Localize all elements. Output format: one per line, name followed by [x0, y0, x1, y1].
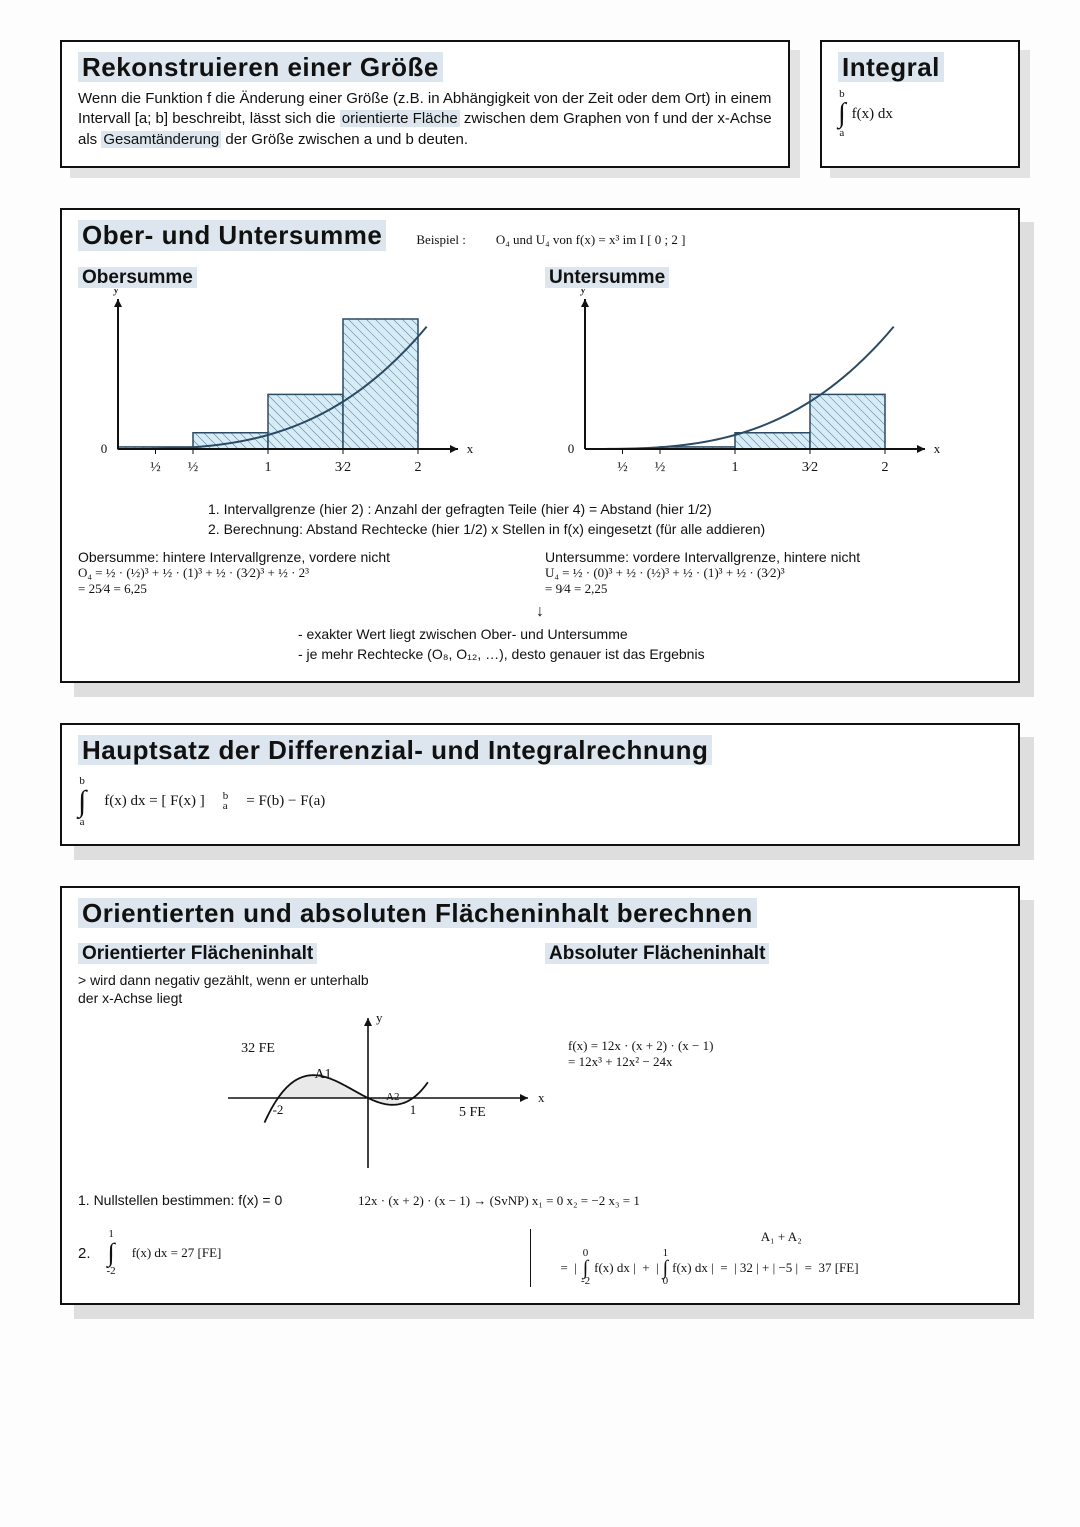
note-1: - exakter Wert liegt zwischen Ober- und … — [298, 625, 1002, 645]
arrow-down-icon: ↓ — [78, 603, 1002, 621]
note-2: - je mehr Rechtecke (O₈, O₁₂, …), desto … — [298, 645, 1002, 665]
svg-text:½: ½ — [655, 460, 666, 475]
svg-text:A1: A1 — [314, 1067, 331, 1082]
card-rekonstruieren: Rekonstruieren einer Größe Wenn die Funk… — [60, 40, 790, 168]
step-1: 1. Intervallgrenze (hier 2) : Anzahl der… — [208, 499, 1002, 519]
eq-ober-1: O₄ = ½ · (½)³ + ½ · (1)³ + ½ · (3⁄2)³ + … — [78, 565, 535, 581]
fx-line2: = 12x³ + 12x² − 24x — [568, 1054, 1002, 1070]
title-obersumme: Ober- und Untersumme — [78, 220, 386, 251]
svg-text:y: y — [113, 289, 120, 296]
card-ober-untersumme: Ober- und Untersumme Beispiel : O₄ und U… — [60, 208, 1020, 683]
svg-text:x: x — [467, 441, 474, 456]
hauptsatz-rhs: = F(b) − F(a) — [246, 793, 325, 810]
svg-text:x: x — [538, 1090, 545, 1105]
step1-label: 1. Nullstellen bestimmen: f(x) = 0 — [78, 1192, 328, 1208]
integral-sign-icon: ∫ — [108, 1240, 115, 1266]
title-integral: Integral — [838, 52, 944, 82]
label-ober: Obersumme: hintere Intervallgrenze, vord… — [78, 549, 535, 565]
title-hauptsatz: Hauptsatz der Differenzial- und Integral… — [78, 735, 712, 765]
step2-right-top: A₁ + A₂ — [561, 1229, 1003, 1245]
card-hauptsatz: Hauptsatz der Differenzial- und Integral… — [60, 723, 1020, 846]
svg-text:3⁄2: 3⁄2 — [335, 460, 351, 475]
subtitle-obersumme: Obersumme — [78, 267, 197, 288]
subtitle-absolut: Absoluter Flächeninhalt — [545, 943, 769, 964]
svg-text:y: y — [376, 1010, 383, 1025]
integral-sign-icon: ∫ — [78, 787, 86, 817]
svg-text:32 FE: 32 FE — [241, 1041, 275, 1056]
label-beispiel: Beispiel : — [416, 232, 465, 248]
svg-text:x: x — [934, 441, 941, 456]
card-integral: Integral b ∫ a f(x) dx — [820, 40, 1020, 168]
svg-text:½: ½ — [150, 460, 161, 475]
step1-eq: 12x · (x + 2) · (x − 1) → (SvNP) x₁ = 0 … — [358, 1193, 640, 1209]
hauptsatz-lhs: f(x) dx = [ F(x) ] — [104, 793, 205, 810]
eq-ober-2: = 25⁄4 = 6,25 — [78, 581, 535, 597]
chart-untersumme: 0 x y ½ ½ 1 3⁄2 2 — [545, 289, 965, 489]
svg-text:½: ½ — [617, 460, 628, 475]
int-expr: f(x) dx — [852, 106, 893, 123]
svg-text:A2: A2 — [386, 1091, 399, 1103]
step2-num: 2. — [78, 1245, 91, 1262]
svg-text:y: y — [580, 289, 587, 296]
svg-text:½: ½ — [188, 460, 199, 475]
fx-line1: f(x) = 12x · (x + 2) · (x − 1) — [568, 1038, 1002, 1054]
card-flaecheninhalt: Orientierten und absoluten Flächeninhalt… — [60, 886, 1020, 1306]
text-beispiel: O₄ und U₄ von f(x) = x³ im I [ 0 ; 2 ] — [496, 232, 686, 248]
svg-text:2: 2 — [882, 460, 889, 475]
svg-text:5 FE: 5 FE — [459, 1105, 486, 1120]
chart-obersumme: 0 x y ½ ½ 1 3⁄2 2 — [78, 289, 498, 489]
svg-text:-2: -2 — [273, 1102, 284, 1117]
integral-sign-icon: ∫ — [838, 100, 846, 128]
eq-unter-1: U₄ = ½ · (0)³ + ½ · (½)³ + ½ · (1)³ + ½ … — [545, 565, 1002, 581]
chart-area: x y -2 1 A1 A2 32 FE 5 FE — [198, 1008, 558, 1178]
step-2: 2. Berechnung: Abstand Rechtecke (hier 1… — [208, 519, 1002, 539]
step2-left-eq: f(x) dx = 27 [FE] — [132, 1245, 222, 1261]
subtitle-untersumme: Untersumme — [545, 267, 669, 288]
title-flaecheninhalt: Orientierten und absoluten Flächeninhalt… — [78, 898, 757, 928]
svg-text:3⁄2: 3⁄2 — [802, 460, 818, 475]
title-rekonstruieren: Rekonstruieren einer Größe — [78, 52, 443, 82]
subtitle-orientiert: Orientierter Flächeninhalt — [78, 943, 317, 964]
svg-text:1: 1 — [265, 460, 272, 475]
label-unter: Untersumme: vordere Intervallgrenze, hin… — [545, 549, 1002, 565]
svg-text:1: 1 — [410, 1102, 417, 1117]
svg-text:0: 0 — [101, 441, 108, 456]
svg-text:0: 0 — [568, 441, 575, 456]
text-rekonstruieren: Wenn die Funktion f die Änderung einer G… — [78, 89, 772, 150]
svg-text:1: 1 — [732, 460, 739, 475]
text-orientiert: > wird dann negativ gezählt, wenn er unt… — [78, 971, 378, 1009]
int-lower: a — [839, 128, 844, 139]
svg-text:2: 2 — [415, 460, 422, 475]
eq-unter-2: = 9⁄4 = 2,25 — [545, 581, 1002, 597]
